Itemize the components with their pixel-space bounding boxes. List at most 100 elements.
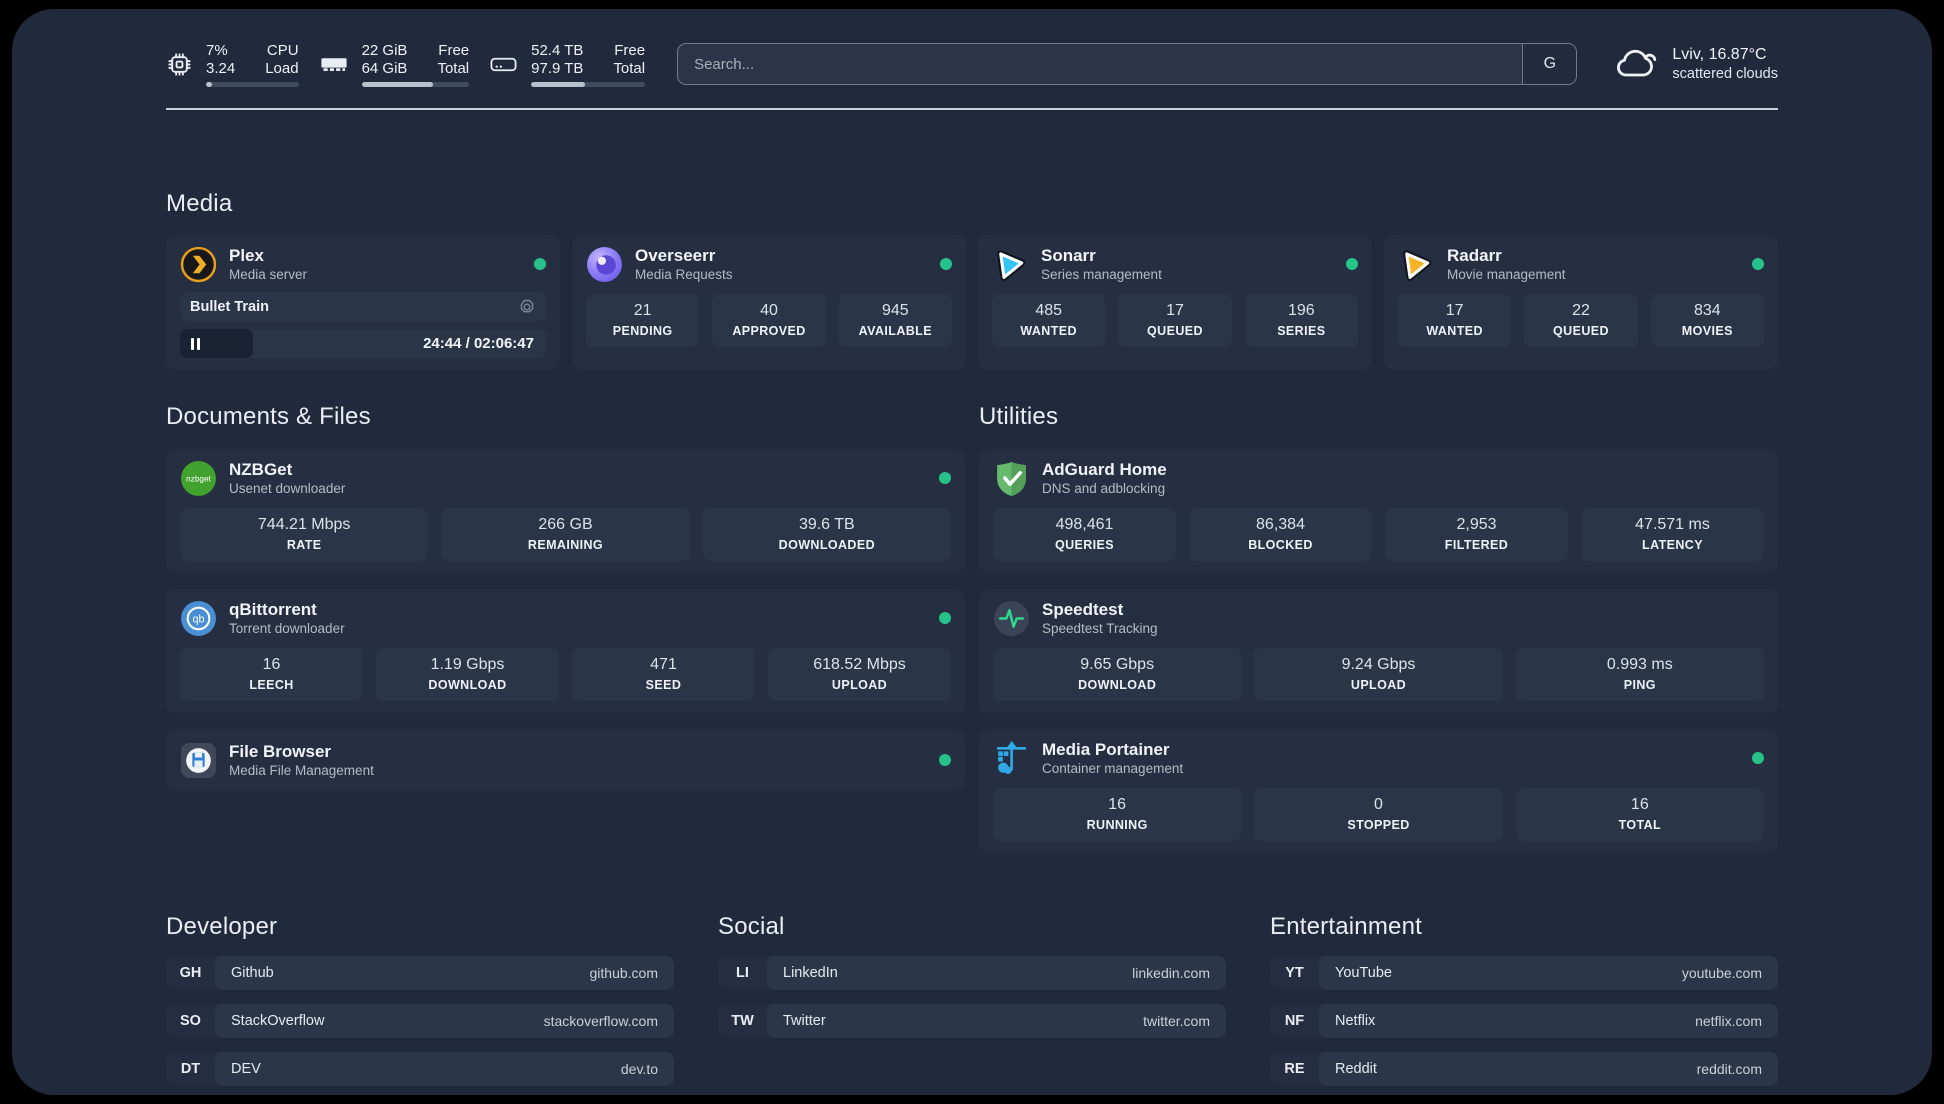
bookmark-url: linkedin.com [1132,965,1210,981]
adguard-card: AdGuard Home DNS and adblocking 498,461 … [979,449,1778,573]
cpu-usage-value: 7% [206,41,228,59]
filebrowser-card: File Browser Media File Management [166,729,965,791]
stat-box: 0 STOPPED [1254,788,1503,841]
disk-label-2: Total [613,59,646,77]
search-engine-button[interactable]: G [1522,44,1577,84]
stat-box: 266 GB REMAINING [441,508,690,561]
sonarr-title: Sonarr [1041,246,1096,265]
stat-box: 2,953 FILTERED [1385,508,1568,561]
disk-metric: 52.4 TB Free 97.9 TB Total [489,41,646,87]
overseerr-title: Overseerr [635,246,716,265]
bookmark-name: Github [231,965,274,981]
pause-icon[interactable] [191,337,200,350]
disk-progress-bar [531,81,646,87]
bookmark-stackoverflow[interactable]: SO StackOverflow stackoverflow.com [166,1004,674,1038]
overseerr-card: Overseerr Media Requests 21 PENDING 40 A… [572,235,966,370]
stat-box: 9.65 Gbps DOWNLOAD [993,648,1242,701]
cpu-icon [166,51,193,78]
stat-box: 9.24 Gbps UPLOAD [1254,648,1503,701]
stat-box: 485 WANTED [992,294,1106,347]
ram-label-1: Free [438,41,470,59]
bookmark-abbr: NF [1284,1013,1305,1029]
documents-column: Documents & Files nzbget NZBGet Usenet d… [166,402,965,791]
now-playing-row: Bullet Train [180,292,546,321]
stat-box: 22 QUEUED [1524,294,1638,347]
ram-progress-bar [361,81,470,87]
filebrowser-app-tile[interactable]: File Browser Media File Management [180,741,951,779]
cpu-label-2: Load [265,59,299,77]
cpu-load-value: 3.24 [206,59,236,77]
section-title-developer: Developer [166,913,278,940]
search-input[interactable] [678,44,1523,84]
stat-box: 40 APPROVED [712,294,826,347]
disk-label-1: Free [614,41,646,59]
plex-subtitle: Media server [229,267,308,282]
sonarr-status-dot [1346,258,1358,270]
sonarr-app-tile[interactable]: Sonarr Series management [992,245,1358,283]
section-title-documents: Documents & Files [166,403,371,430]
sonarr-subtitle: Series management [1041,267,1162,282]
ram-label-2: Total [437,59,470,77]
speedtest-title: Speedtest [1042,600,1124,619]
bookmark-dev[interactable]: DT DEV dev.to [166,1052,674,1086]
playback-progress-row: 24:44 / 02:06:47 [180,329,546,358]
sonarr-icon [992,246,1029,283]
sonarr-card: Sonarr Series management 485 WANTED 17 Q… [978,235,1372,370]
bookmark-abbr: DT [180,1061,201,1077]
stat-box: 498,461 QUERIES [993,508,1176,561]
nzbget-stats: 744.21 Mbps RATE 266 GB REMAINING 39.6 T… [180,508,951,561]
stat-box: 16 LEECH [180,648,363,701]
bookmark-netflix[interactable]: NF Netflix netflix.com [1270,1004,1778,1038]
qbittorrent-status-dot [939,612,951,624]
radarr-subtitle: Movie management [1447,267,1566,282]
bookmark-github[interactable]: GH Github github.com [166,956,674,990]
plex-app-tile[interactable]: Plex Media server [180,245,546,283]
bookmark-reddit[interactable]: RE Reddit reddit.com [1270,1052,1778,1086]
speedtest-subtitle: Speedtest Tracking [1042,621,1158,636]
radarr-app-tile[interactable]: Radarr Movie management [1398,245,1764,283]
bookmark-linkedin[interactable]: LI LinkedIn linkedin.com [718,956,1226,990]
portainer-app-tile[interactable]: Media Portainer Container management [993,739,1764,777]
stat-box: 1.19 Gbps DOWNLOAD [376,648,559,701]
cpu-progress-bar [206,81,299,87]
bookmarks-social: Social LI LinkedIn linkedin.com TW Twitt… [718,912,1226,1086]
settings-icon[interactable] [518,298,536,316]
svg-text:nzbget: nzbget [186,474,211,483]
stat-box: 945 AVAILABLE [838,294,952,347]
bookmark-youtube[interactable]: YT YouTube youtube.com [1270,956,1778,990]
nzbget-app-tile[interactable]: nzbget NZBGet Usenet downloader [180,459,951,497]
bookmark-name: LinkedIn [783,965,838,981]
overseerr-icon [586,246,623,283]
qbittorrent-card: qb qBittorrent Torrent downloader 16 LEE… [166,589,965,713]
playback-progress-fill[interactable] [180,329,254,358]
bookmark-url: github.com [589,965,658,981]
bookmark-abbr: GH [179,965,202,981]
stat-box: 47.571 ms LATENCY [1581,508,1764,561]
qbittorrent-app-tile[interactable]: qb qBittorrent Torrent downloader [180,599,951,637]
system-metrics: 7% CPU 3.24 Load [166,41,646,87]
qbittorrent-icon: qb [180,600,217,637]
cpu-label-1: CPU [266,41,299,59]
portainer-stats: 16 RUNNING 0 STOPPED 16 TOTAL [993,788,1764,841]
stat-box: 744.21 Mbps RATE [180,508,429,561]
bookmark-twitter[interactable]: TW Twitter twitter.com [718,1004,1226,1038]
speedtest-icon [993,600,1030,637]
adguard-app-tile[interactable]: AdGuard Home DNS and adblocking [993,459,1764,497]
bookmark-abbr: TW [731,1013,754,1029]
header-divider [166,108,1778,110]
portainer-status-dot [1752,752,1764,764]
bookmark-name: Twitter [783,1013,826,1029]
overseerr-app-tile[interactable]: Overseerr Media Requests [586,245,952,283]
bookmark-name: StackOverflow [231,1013,325,1029]
bookmark-abbr: YT [1285,965,1304,981]
disk-free-value: 52.4 TB [531,41,584,59]
filebrowser-icon [180,742,217,779]
nzbget-status-dot [939,472,951,484]
bookmark-url: reddit.com [1696,1061,1762,1077]
utilities-column: Utilities AdGuard Home DNS and adblockin… [979,402,1778,853]
speedtest-app-tile[interactable]: Speedtest Speedtest Tracking [993,599,1764,637]
qbittorrent-subtitle: Torrent downloader [229,621,345,636]
section-title-utilities: Utilities [979,403,1059,430]
qbittorrent-stats: 16 LEECH 1.19 Gbps DOWNLOAD 471 SEED 618… [180,648,951,701]
overseerr-stats: 21 PENDING 40 APPROVED 945 AVAILABLE [586,294,952,347]
